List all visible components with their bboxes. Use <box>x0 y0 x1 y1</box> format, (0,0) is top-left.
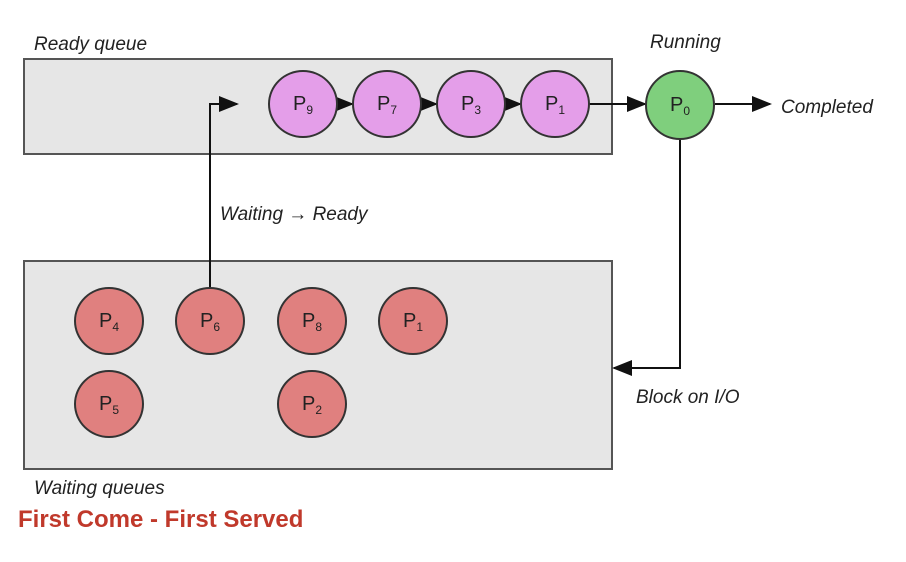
waiting-queues-label: Waiting queues <box>34 478 165 499</box>
process-label: P <box>292 92 307 115</box>
arrow-running-to-waiting <box>612 140 681 376</box>
process-label: P <box>301 392 316 415</box>
process-sub: 7 <box>390 103 398 117</box>
process-label: P <box>402 309 417 332</box>
running-label: Running <box>650 32 721 53</box>
process-sub: 5 <box>112 403 120 417</box>
process-sub: 8 <box>315 320 323 334</box>
process-label: P <box>460 92 475 115</box>
process-sub: 6 <box>213 320 221 334</box>
process-sub: 4 <box>112 320 120 334</box>
diagram-title: First Come - First Served <box>18 506 304 533</box>
process-sub: 1 <box>416 320 424 334</box>
ready-queue-label: Ready queue <box>34 34 148 55</box>
process-label: P <box>98 309 113 332</box>
process-sub: 3 <box>474 103 482 117</box>
process-label: P <box>301 309 316 332</box>
block-on-io-label: Block on I/O <box>636 387 740 408</box>
process-sub: 9 <box>306 103 314 117</box>
process-sub: 1 <box>558 103 566 117</box>
process-label: P <box>669 93 684 116</box>
process-sub: 2 <box>315 403 323 417</box>
process-label: P <box>376 92 391 115</box>
process-sub: 0 <box>683 104 691 118</box>
waiting-to-ready-label: Waiting → Ready <box>220 204 368 225</box>
process-label: P <box>199 309 214 332</box>
arrow-waiting-to-ready <box>209 96 239 288</box>
process-label: P <box>544 92 559 115</box>
completed-label: Completed <box>781 97 873 118</box>
process-label: P <box>98 392 113 415</box>
